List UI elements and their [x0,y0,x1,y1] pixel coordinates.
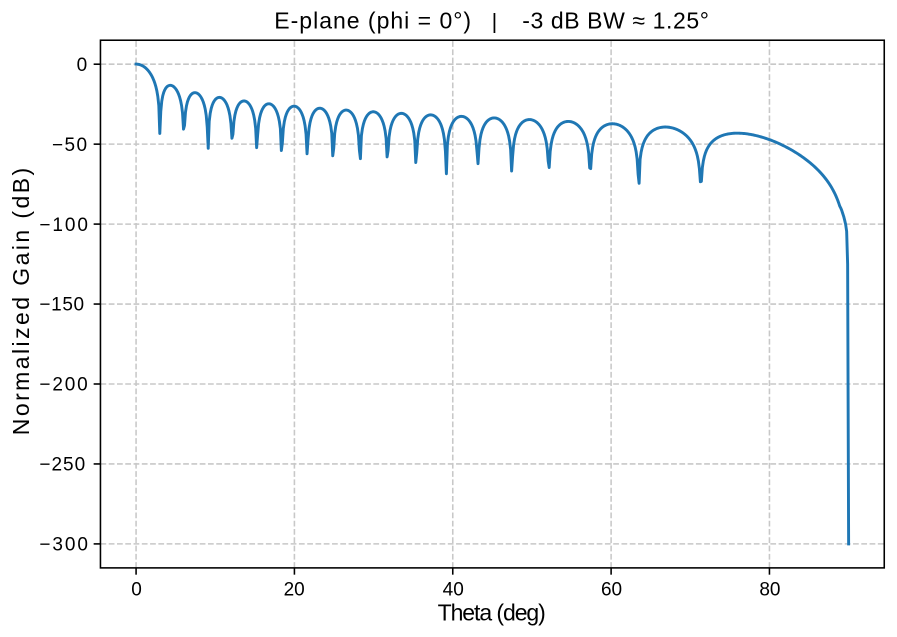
svg-text:0: 0 [131,579,142,600]
svg-text:−50: −50 [52,135,87,156]
svg-text:80: 80 [759,579,780,600]
svg-text:−150: −150 [39,295,84,316]
svg-text:40: 40 [443,579,464,600]
svg-text:Theta (deg): Theta (deg) [438,599,546,625]
svg-text:Normalized Gain (dB): Normalized Gain (dB) [8,168,34,435]
svg-text:|: | [492,9,498,34]
svg-text:−250: −250 [39,455,85,476]
svg-text:-3 dB BW ≈ 1.25°: -3 dB BW ≈ 1.25° [522,8,709,34]
svg-text:60: 60 [601,579,622,600]
svg-text:0: 0 [77,55,88,76]
svg-text:20: 20 [284,579,305,600]
svg-text:E-plane (phi = 0°): E-plane (phi = 0°) [274,8,471,34]
